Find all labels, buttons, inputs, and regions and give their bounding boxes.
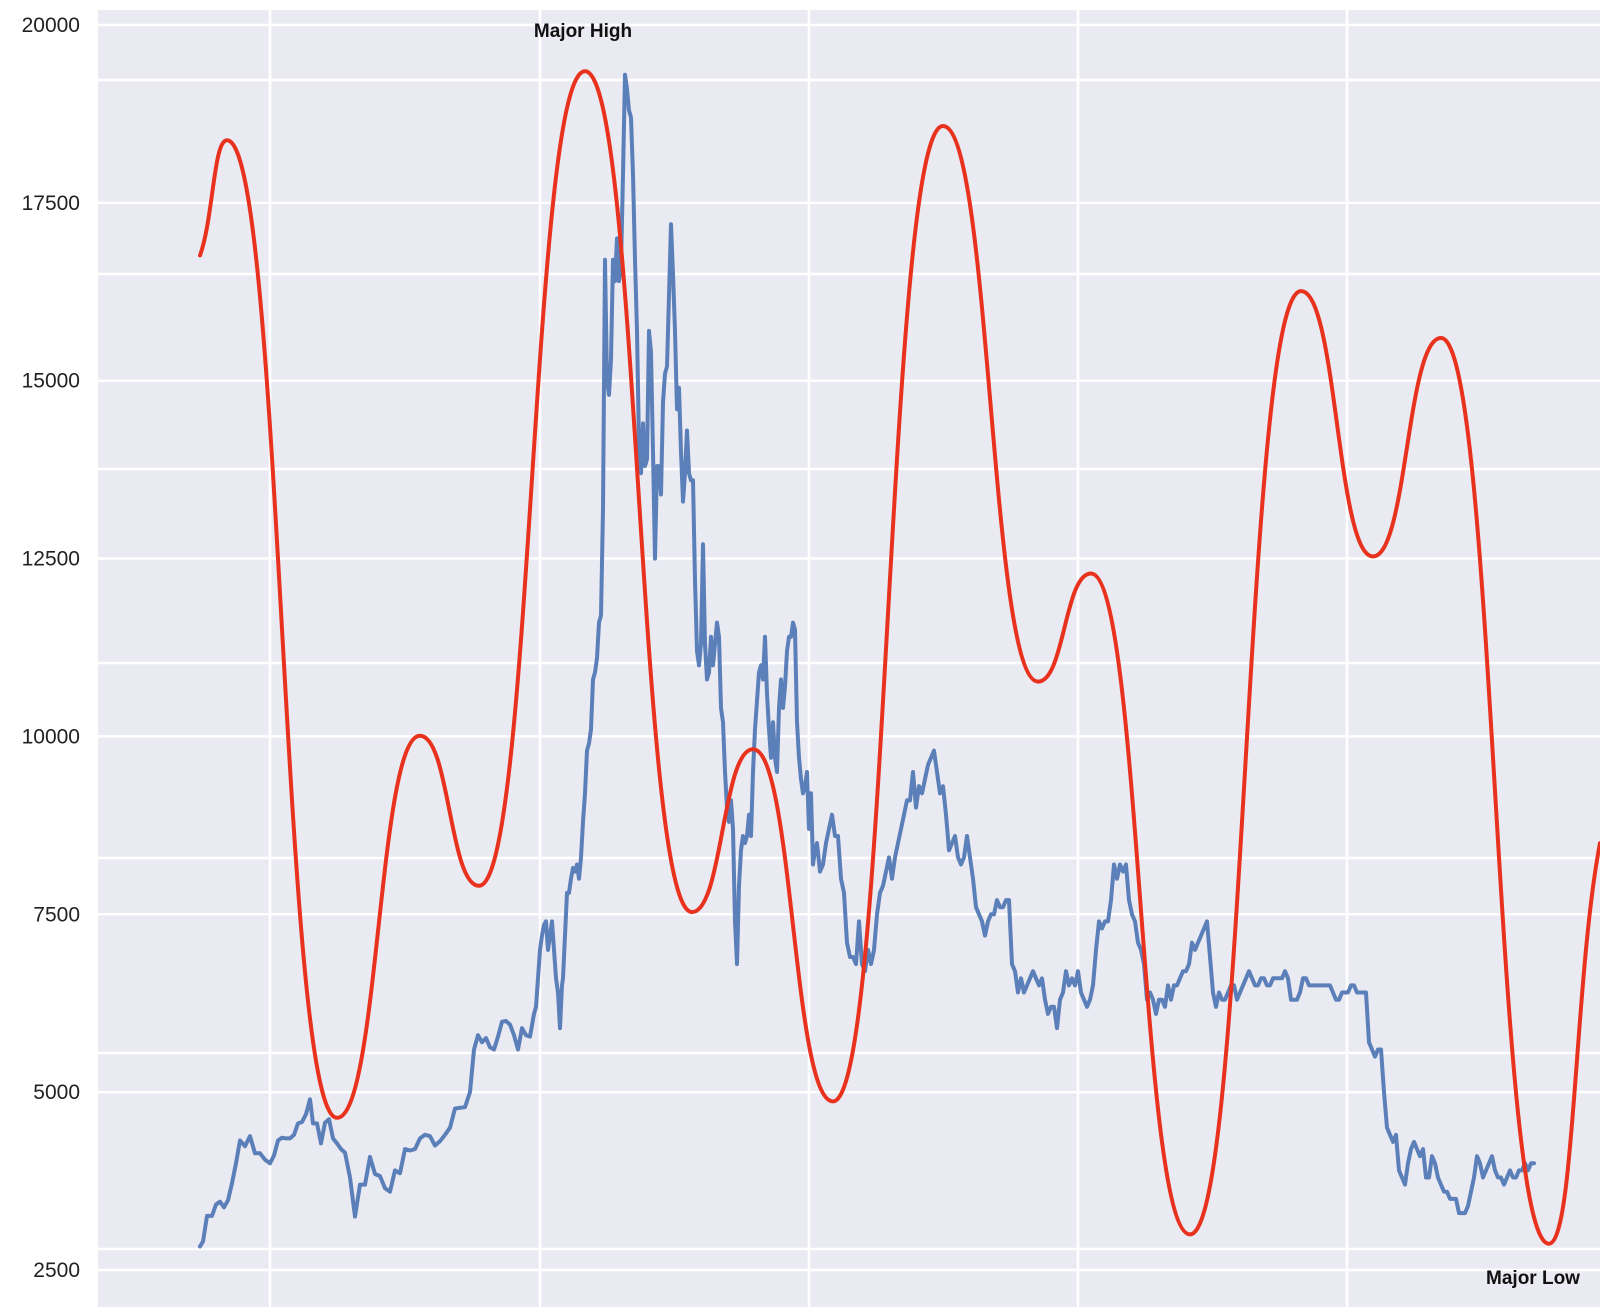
major-high-annotation: Major High bbox=[534, 21, 632, 42]
major-gridlines bbox=[98, 23, 1600, 1272]
cycle-curve bbox=[198, 69, 1600, 1246]
plot-background bbox=[98, 10, 1600, 1307]
y-tick-label: 20000 bbox=[22, 14, 80, 37]
y-tick-label: 17500 bbox=[22, 192, 80, 215]
y-tick-label: 2500 bbox=[33, 1259, 80, 1282]
y-tick-label: 7500 bbox=[33, 903, 80, 926]
price-line bbox=[198, 72, 1536, 1249]
major-low-annotation: Major Low bbox=[1486, 1268, 1580, 1289]
y-tick-label: 5000 bbox=[33, 1081, 80, 1104]
y-tick-label: 12500 bbox=[22, 548, 80, 571]
y-axis-tick-labels: 2500 5000 7500 10000 12500 15000 17500 20000 bbox=[22, 14, 80, 1282]
y-tick-label: 10000 bbox=[22, 725, 80, 748]
vertical-gridlines bbox=[268, 10, 1349, 1307]
minor-gridlines bbox=[98, 78, 1600, 1251]
y-tick-label: 15000 bbox=[22, 370, 80, 393]
